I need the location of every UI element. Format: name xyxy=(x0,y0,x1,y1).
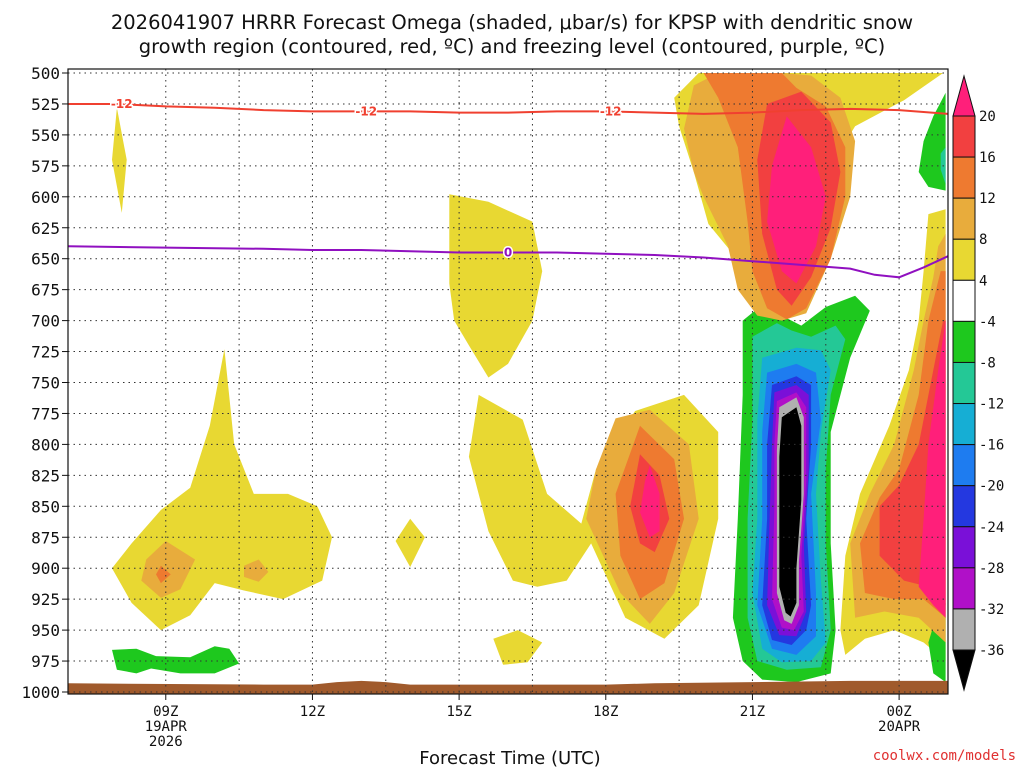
y-tick-label: 575 xyxy=(31,157,60,176)
chart-title-line1: 2026041907 HRRR Forecast Omega (shaded, … xyxy=(111,11,913,34)
colorbar-swatch xyxy=(952,567,976,610)
colorbar-label: -12 xyxy=(979,397,1004,413)
y-tick-label: 875 xyxy=(31,528,60,547)
y-tick-label: 975 xyxy=(31,652,60,671)
colorbar-swatch xyxy=(952,608,976,651)
colorbar-label: 12 xyxy=(979,191,996,207)
y-tick-label: 700 xyxy=(31,312,60,331)
colorbar-label: -32 xyxy=(979,602,1004,618)
y-tick-label: 925 xyxy=(31,590,60,609)
colorbar-top-arrow xyxy=(952,74,976,117)
terrain-layer xyxy=(68,680,948,694)
x-tick-label: 09Z xyxy=(153,704,178,720)
omega-region-strong-sink-36 xyxy=(779,407,802,617)
contour-layer: -12 -12 -12 0 xyxy=(67,96,949,279)
omega-region-low-lift-20 xyxy=(640,465,660,538)
y-tick-label: 750 xyxy=(31,374,60,393)
contour-label: -12 xyxy=(600,105,622,119)
colorbar-label: 16 xyxy=(979,150,996,166)
y-tick-label: 525 xyxy=(31,95,60,114)
omega-region-small-lift-875 xyxy=(395,518,425,567)
x-tick-label: 18Z xyxy=(593,704,618,720)
contour-label: -12 xyxy=(355,104,377,118)
colorbar-swatch xyxy=(952,361,976,405)
x-tick-label: 12Z xyxy=(300,704,325,720)
x-axis-label: Forecast Time (UTC) xyxy=(419,748,600,768)
omega-shading-layer xyxy=(112,73,946,683)
y-axis: 500 525 550 575 600 625 650 675 700 725 750 775 800 8… xyxy=(21,64,68,702)
y-tick-label: 850 xyxy=(31,497,60,516)
colorbar-bottom-arrow xyxy=(952,649,976,692)
omega-region-sink-left xyxy=(112,646,240,674)
y-tick-label: 950 xyxy=(31,621,60,640)
colorbar-label: 4 xyxy=(979,273,987,289)
y-tick-label: 900 xyxy=(31,559,60,578)
omega-region-upper-lift-20 xyxy=(767,116,826,284)
contour-label: -12 xyxy=(111,97,133,111)
colorbar-swatch xyxy=(952,403,976,446)
terrain-fill xyxy=(68,680,948,694)
x-tick-label: 21Z xyxy=(740,704,765,720)
x-tick-label: 15Z xyxy=(446,704,471,720)
chart-title-line2: growth region (contoured, red, ºC) and f… xyxy=(139,35,886,58)
omega-region-small-lift-left xyxy=(112,107,127,213)
y-tick-label: 825 xyxy=(31,466,60,485)
y-tick-label: 650 xyxy=(31,250,60,269)
omega-region-left-lift-12 xyxy=(156,565,171,584)
y-tick-label: 625 xyxy=(31,219,60,238)
y-tick-label: 800 xyxy=(31,435,60,454)
colorbar-swatch xyxy=(952,526,976,569)
omega-region-right-lift-20 xyxy=(918,320,946,618)
grid-layer xyxy=(68,69,948,693)
colorbar-swatch xyxy=(952,320,976,363)
y-tick-label: 500 xyxy=(31,64,60,83)
omega-region-left-lift-8 xyxy=(141,541,196,598)
plot-frame xyxy=(67,68,949,695)
colorbar-label: -24 xyxy=(979,520,1004,536)
colorbar-swatch xyxy=(952,444,976,487)
contour-label: 0 xyxy=(504,246,512,260)
x-tick-date: 20APR xyxy=(878,719,921,735)
colorbar-swatch xyxy=(952,197,976,240)
colorbar-label: 20 xyxy=(979,109,996,125)
colorbar-label: -16 xyxy=(979,438,1004,454)
colorbar-label: -8 xyxy=(979,355,996,371)
x-tick-year: 2026 xyxy=(149,734,183,750)
colorbar-label: -36 xyxy=(979,643,1004,659)
y-tick-label: 675 xyxy=(31,281,60,300)
omega-region-right-sink-top xyxy=(918,92,946,191)
y-tick-label: 550 xyxy=(31,126,60,145)
colorbar-label: -28 xyxy=(979,561,1004,577)
colorbar-swatch xyxy=(952,156,976,199)
omega-region-mid-lift-column xyxy=(449,194,543,378)
y-tick-label: 1000 xyxy=(21,683,60,702)
x-tick-label: 00Z xyxy=(886,704,911,720)
colorbar-label: -20 xyxy=(979,479,1004,495)
colorbar-swatch xyxy=(952,115,976,158)
colorbar-swatch xyxy=(952,485,976,528)
contour-freezing-level xyxy=(67,245,949,279)
colorbar-swatch xyxy=(952,238,976,281)
y-tick-label: 725 xyxy=(31,343,60,362)
site-credit: coolwx.com/models xyxy=(873,748,1016,764)
y-tick-label: 600 xyxy=(31,188,60,207)
omega-region-left-lift-tiny xyxy=(244,559,269,582)
colorbar: 20 16 12 8 4 -4 -8 -12 -16 -20 -24 -28 -32 -36 xyxy=(952,74,1004,692)
contour-dendritic-growth-region xyxy=(68,103,949,115)
x-tick-date: 19APR xyxy=(145,719,188,735)
colorbar-label: 8 xyxy=(979,232,987,248)
colorbar-label: -4 xyxy=(979,314,996,330)
y-tick-label: 775 xyxy=(31,404,60,423)
omega-region-small-lift-950 xyxy=(493,630,543,665)
colorbar-swatch xyxy=(952,279,976,322)
